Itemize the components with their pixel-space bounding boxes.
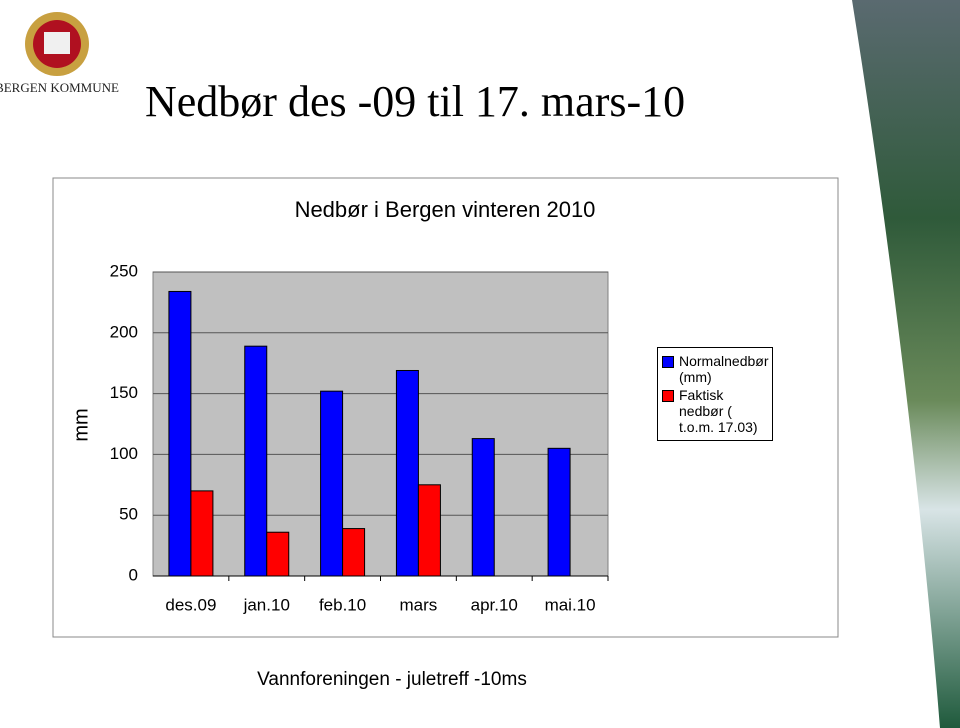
legend-swatch <box>662 356 674 368</box>
y-tick-label: 100 <box>110 444 138 463</box>
bar <box>320 390 344 577</box>
slide-title: Nedbør des -09 til 17. mars-10 <box>145 77 685 126</box>
bar <box>168 290 192 577</box>
bar <box>471 438 495 577</box>
chart-title: Nedbør i Bergen vinteren 2010 <box>295 197 596 222</box>
x-tick-label: jan.10 <box>243 595 290 614</box>
y-tick-label: 150 <box>110 383 138 402</box>
bar <box>395 369 419 577</box>
x-tick-label: mars <box>400 595 438 614</box>
plot-area <box>152 271 609 577</box>
bar <box>417 484 441 577</box>
y-axis-label: mm <box>70 408 92 441</box>
x-tick-label: feb.10 <box>319 595 366 614</box>
bar <box>547 447 571 577</box>
y-tick-label: 200 <box>110 322 138 341</box>
y-tick-label: 0 <box>129 565 138 584</box>
bar <box>244 345 268 577</box>
y-tick-label: 50 <box>119 505 138 524</box>
logo-castle <box>44 32 70 54</box>
x-tick-label: des.09 <box>165 595 216 614</box>
logo-text: BERGEN KOMMUNE <box>0 80 119 95</box>
legend-label: Normalnedbør (mm) <box>679 353 769 385</box>
bar <box>266 531 290 577</box>
footer: Vannforeningen - juletreff -10ms <box>257 669 527 690</box>
x-tick-label: apr.10 <box>471 595 518 614</box>
legend-entry: Normalnedbør (mm) <box>662 353 768 385</box>
legend-label: Faktisk nedbør ( t.o.m. 17.03) <box>679 387 758 435</box>
bar <box>190 490 214 577</box>
legend-swatch <box>662 390 674 402</box>
x-tick-label: mai.10 <box>545 595 596 614</box>
decor-strip <box>852 0 960 728</box>
legend-entry: Faktisk nedbør ( t.o.m. 17.03) <box>662 387 768 435</box>
y-tick-label: 250 <box>110 261 138 280</box>
bar <box>342 528 366 577</box>
legend: Normalnedbør (mm) Faktisk nedbør ( t.o.m.… <box>657 347 773 441</box>
